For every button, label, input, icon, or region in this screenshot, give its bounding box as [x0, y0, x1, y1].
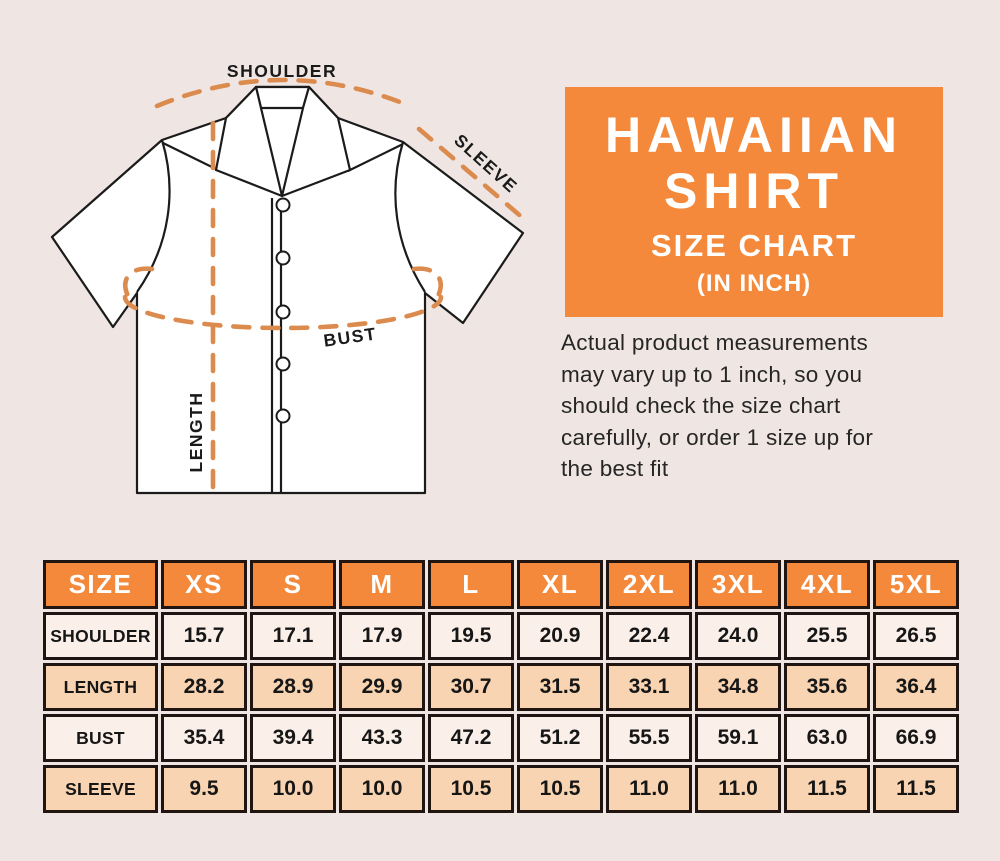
right-armhole-seam	[394, 141, 426, 293]
description-line: Actual product measurements	[561, 330, 868, 355]
measure-row-label: SHOULDER	[43, 612, 158, 660]
size-column-header: XS	[161, 560, 247, 609]
size-value-cell: 34.8	[695, 663, 781, 711]
shirt-outline	[50, 85, 525, 495]
size-value-cell: 33.1	[606, 663, 692, 711]
button-icon	[275, 356, 291, 372]
collar-left-lapel	[214, 85, 284, 198]
size-column-header: SIZE	[43, 560, 158, 609]
title-line-shirt: SHIRT	[664, 162, 844, 219]
size-value-cell: 51.2	[517, 714, 603, 762]
size-value-cell: 17.1	[250, 612, 336, 660]
description-line: carefully, or order 1 size up for	[561, 424, 874, 450]
table-body: SHOULDER 15.7 17.1 17.9 19.5 20.9 22.4 24.0 25.5…	[43, 612, 959, 813]
size-value-cell: 20.9	[517, 612, 603, 660]
table-row: SHOULDER 15.7 17.1 17.9 19.5 20.9 22.4 24.0 25.5…	[43, 612, 959, 660]
description-line: should check the size chart	[561, 393, 841, 418]
size-value-cell: 10.0	[250, 765, 336, 813]
measure-row-label: SLEEVE	[43, 765, 158, 813]
measure-row-label: BUST	[43, 714, 158, 762]
placket-line	[270, 198, 283, 493]
size-column-header: S	[250, 560, 336, 609]
size-column-header: 5XL	[873, 560, 959, 609]
size-value-cell: 10.5	[428, 765, 514, 813]
left-armhole-seam	[136, 139, 171, 293]
description-line: the best fit	[561, 456, 669, 481]
size-value-cell: 28.2	[161, 663, 247, 711]
title-line-size-chart: SIZE CHART	[651, 227, 857, 263]
title-box: HAWAIIAN SHIRT SIZE CHART (IN INCH)	[565, 87, 943, 317]
bust-dash-right-hook	[411, 266, 443, 304]
collar-back-band	[254, 85, 311, 110]
button-icon	[275, 304, 291, 320]
right-yoke-seam	[347, 143, 404, 172]
size-value-cell: 31.5	[517, 663, 603, 711]
size-value-cell: 66.9	[873, 714, 959, 762]
size-value-cell: 35.6	[784, 663, 870, 711]
size-value-cell: 17.9	[339, 612, 425, 660]
button-icon	[275, 250, 291, 266]
size-value-cell: 55.5	[606, 714, 692, 762]
size-value-cell: 59.1	[695, 714, 781, 762]
length-label: LENGTH	[186, 392, 206, 473]
description-text: Actual product measurements may vary up …	[561, 327, 971, 485]
size-chart-table: SIZE XS S M L XL 2XL 3XL 4XL 5XL SHOULDER 15.7 17.1…	[40, 557, 962, 816]
left-yoke-seam	[162, 142, 219, 171]
size-column-header: L	[428, 560, 514, 609]
title-line-unit: (IN INCH)	[696, 269, 812, 297]
measure-row-label: LENGTH	[43, 663, 158, 711]
bust-dash-left-hook	[123, 266, 155, 304]
button-icons	[275, 197, 291, 424]
size-column-header: 2XL	[606, 560, 692, 609]
bust-dash-ellipse	[122, 294, 444, 331]
size-column-header: 4XL	[784, 560, 870, 609]
size-value-cell: 43.3	[339, 714, 425, 762]
size-value-cell: 39.4	[250, 714, 336, 762]
table-row: LENGTH 28.2 28.9 29.9 30.7 31.5 33.1 34.8 35.6 36…	[43, 663, 959, 711]
collar-right-lapel	[280, 85, 352, 198]
size-value-cell: 36.4	[873, 663, 959, 711]
size-value-cell: 11.0	[695, 765, 781, 813]
size-value-cell: 11.5	[784, 765, 870, 813]
description-line: may vary up to 1 inch, so you	[561, 361, 863, 387]
size-value-cell: 30.7	[428, 663, 514, 711]
size-value-cell: 24.0	[695, 612, 781, 660]
size-value-cell: 22.4	[606, 612, 692, 660]
size-column-header: XL	[517, 560, 603, 609]
table-row: SLEEVE 9.5 10.0 10.0 10.5 10.5 11.0 11.0 11.5 11.…	[43, 765, 959, 813]
shirt-measurement-diagram: SHOULDER SLEEVE BUST LENGTH	[50, 61, 527, 499]
size-value-cell: 9.5	[161, 765, 247, 813]
size-value-cell: 47.2	[428, 714, 514, 762]
size-value-cell: 10.5	[517, 765, 603, 813]
size-value-cell: 11.5	[873, 765, 959, 813]
button-icon	[275, 197, 291, 213]
title-line-hawaiian: HAWAIIAN	[605, 106, 903, 163]
shirt-body	[50, 85, 525, 495]
sleeve-dash-line	[416, 126, 527, 222]
button-icon	[275, 408, 291, 424]
size-column-header: 3XL	[695, 560, 781, 609]
size-value-cell: 29.9	[339, 663, 425, 711]
shoulder-label: SHOULDER	[227, 61, 337, 81]
size-value-cell: 28.9	[250, 663, 336, 711]
size-value-cell: 35.4	[161, 714, 247, 762]
size-value-cell: 25.5	[784, 612, 870, 660]
size-column-header: M	[339, 560, 425, 609]
table-header-row: SIZE XS S M L XL 2XL 3XL 4XL 5XL	[43, 560, 959, 609]
size-value-cell: 11.0	[606, 765, 692, 813]
size-value-cell: 19.5	[428, 612, 514, 660]
table-row: BUST 35.4 39.4 43.3 47.2 51.2 55.5 59.1 63.0 66.9	[43, 714, 959, 762]
shoulder-dash-arc	[154, 77, 413, 109]
size-value-cell: 26.5	[873, 612, 959, 660]
size-value-cell: 63.0	[784, 714, 870, 762]
size-value-cell: 15.7	[161, 612, 247, 660]
size-value-cell: 10.0	[339, 765, 425, 813]
table-head: SIZE XS S M L XL 2XL 3XL 4XL 5XL	[43, 560, 959, 609]
